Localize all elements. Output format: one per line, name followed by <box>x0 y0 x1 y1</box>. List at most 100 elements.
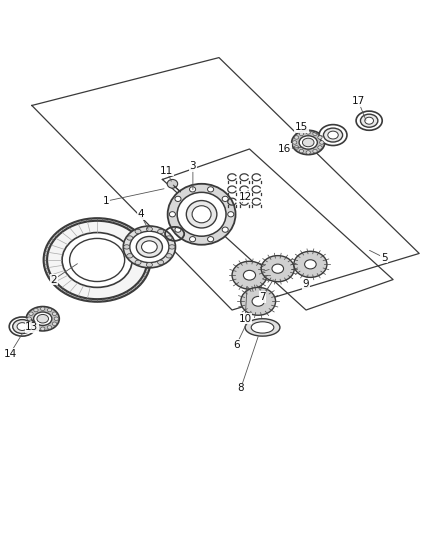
Ellipse shape <box>313 149 317 153</box>
Ellipse shape <box>299 149 304 153</box>
Ellipse shape <box>175 196 181 201</box>
Ellipse shape <box>232 261 267 289</box>
Ellipse shape <box>9 317 35 336</box>
Text: 4: 4 <box>138 209 144 219</box>
Ellipse shape <box>146 227 152 231</box>
Ellipse shape <box>167 180 178 188</box>
Ellipse shape <box>158 260 164 264</box>
Ellipse shape <box>222 196 228 201</box>
Ellipse shape <box>306 131 311 134</box>
Ellipse shape <box>146 263 152 267</box>
Ellipse shape <box>261 256 294 282</box>
Ellipse shape <box>123 226 176 268</box>
Ellipse shape <box>62 232 132 287</box>
Ellipse shape <box>130 231 169 263</box>
Ellipse shape <box>34 326 38 329</box>
Text: 12: 12 <box>238 192 252 202</box>
Ellipse shape <box>365 117 374 124</box>
Ellipse shape <box>41 327 45 330</box>
Ellipse shape <box>252 296 264 306</box>
Ellipse shape <box>190 187 196 192</box>
Ellipse shape <box>318 146 322 149</box>
Ellipse shape <box>70 238 125 281</box>
Ellipse shape <box>166 236 172 240</box>
Ellipse shape <box>169 245 175 249</box>
Ellipse shape <box>47 221 147 299</box>
Ellipse shape <box>304 260 316 269</box>
Ellipse shape <box>272 264 283 273</box>
Text: 15: 15 <box>295 122 308 132</box>
Text: 11: 11 <box>160 166 173 176</box>
Ellipse shape <box>52 322 57 326</box>
Ellipse shape <box>17 322 28 330</box>
Text: 17: 17 <box>352 96 365 106</box>
Ellipse shape <box>135 229 141 233</box>
Ellipse shape <box>34 308 38 312</box>
Ellipse shape <box>54 317 58 320</box>
Ellipse shape <box>328 131 338 139</box>
Ellipse shape <box>27 317 32 320</box>
Ellipse shape <box>26 306 59 331</box>
Ellipse shape <box>228 212 234 217</box>
Ellipse shape <box>294 136 299 139</box>
Ellipse shape <box>241 287 276 315</box>
Ellipse shape <box>47 326 52 329</box>
Ellipse shape <box>306 151 311 154</box>
Ellipse shape <box>190 237 196 242</box>
Ellipse shape <box>244 270 255 280</box>
Ellipse shape <box>323 128 343 142</box>
Ellipse shape <box>175 227 181 232</box>
Text: 13: 13 <box>25 322 39 333</box>
Ellipse shape <box>319 125 347 146</box>
Ellipse shape <box>360 114 378 127</box>
Ellipse shape <box>292 130 325 155</box>
Text: 9: 9 <box>303 279 309 289</box>
Ellipse shape <box>318 136 322 139</box>
Ellipse shape <box>127 254 133 258</box>
Ellipse shape <box>124 245 130 249</box>
Ellipse shape <box>29 312 33 316</box>
Ellipse shape <box>208 237 214 242</box>
Ellipse shape <box>294 146 299 149</box>
Ellipse shape <box>299 136 317 149</box>
Ellipse shape <box>356 111 382 130</box>
Ellipse shape <box>299 132 304 135</box>
Ellipse shape <box>127 236 133 240</box>
Text: 16: 16 <box>278 144 291 154</box>
Text: 2: 2 <box>50 274 57 285</box>
Ellipse shape <box>47 308 52 312</box>
Ellipse shape <box>41 307 45 311</box>
Ellipse shape <box>13 320 32 334</box>
Ellipse shape <box>177 192 226 236</box>
Text: 14: 14 <box>4 349 17 359</box>
Ellipse shape <box>245 319 280 336</box>
Text: 10: 10 <box>239 314 252 324</box>
Ellipse shape <box>168 184 236 245</box>
Ellipse shape <box>186 200 217 228</box>
Ellipse shape <box>141 241 157 253</box>
Ellipse shape <box>293 141 297 144</box>
Ellipse shape <box>135 260 141 264</box>
Text: 3: 3 <box>190 161 196 172</box>
Ellipse shape <box>136 237 162 257</box>
Ellipse shape <box>302 138 314 147</box>
Ellipse shape <box>222 227 228 232</box>
Text: 7: 7 <box>259 292 266 302</box>
Ellipse shape <box>158 229 164 233</box>
Ellipse shape <box>192 206 211 223</box>
Ellipse shape <box>34 312 52 326</box>
Ellipse shape <box>44 218 151 302</box>
Ellipse shape <box>166 254 172 258</box>
Ellipse shape <box>320 141 324 144</box>
Text: 1: 1 <box>102 196 109 206</box>
Ellipse shape <box>251 322 274 333</box>
Ellipse shape <box>37 314 49 323</box>
Ellipse shape <box>170 212 176 217</box>
Text: 6: 6 <box>233 340 240 350</box>
Ellipse shape <box>29 322 33 326</box>
Ellipse shape <box>294 251 327 277</box>
Ellipse shape <box>52 312 57 316</box>
Text: 8: 8 <box>237 383 244 393</box>
Ellipse shape <box>313 132 317 135</box>
Ellipse shape <box>208 187 214 192</box>
